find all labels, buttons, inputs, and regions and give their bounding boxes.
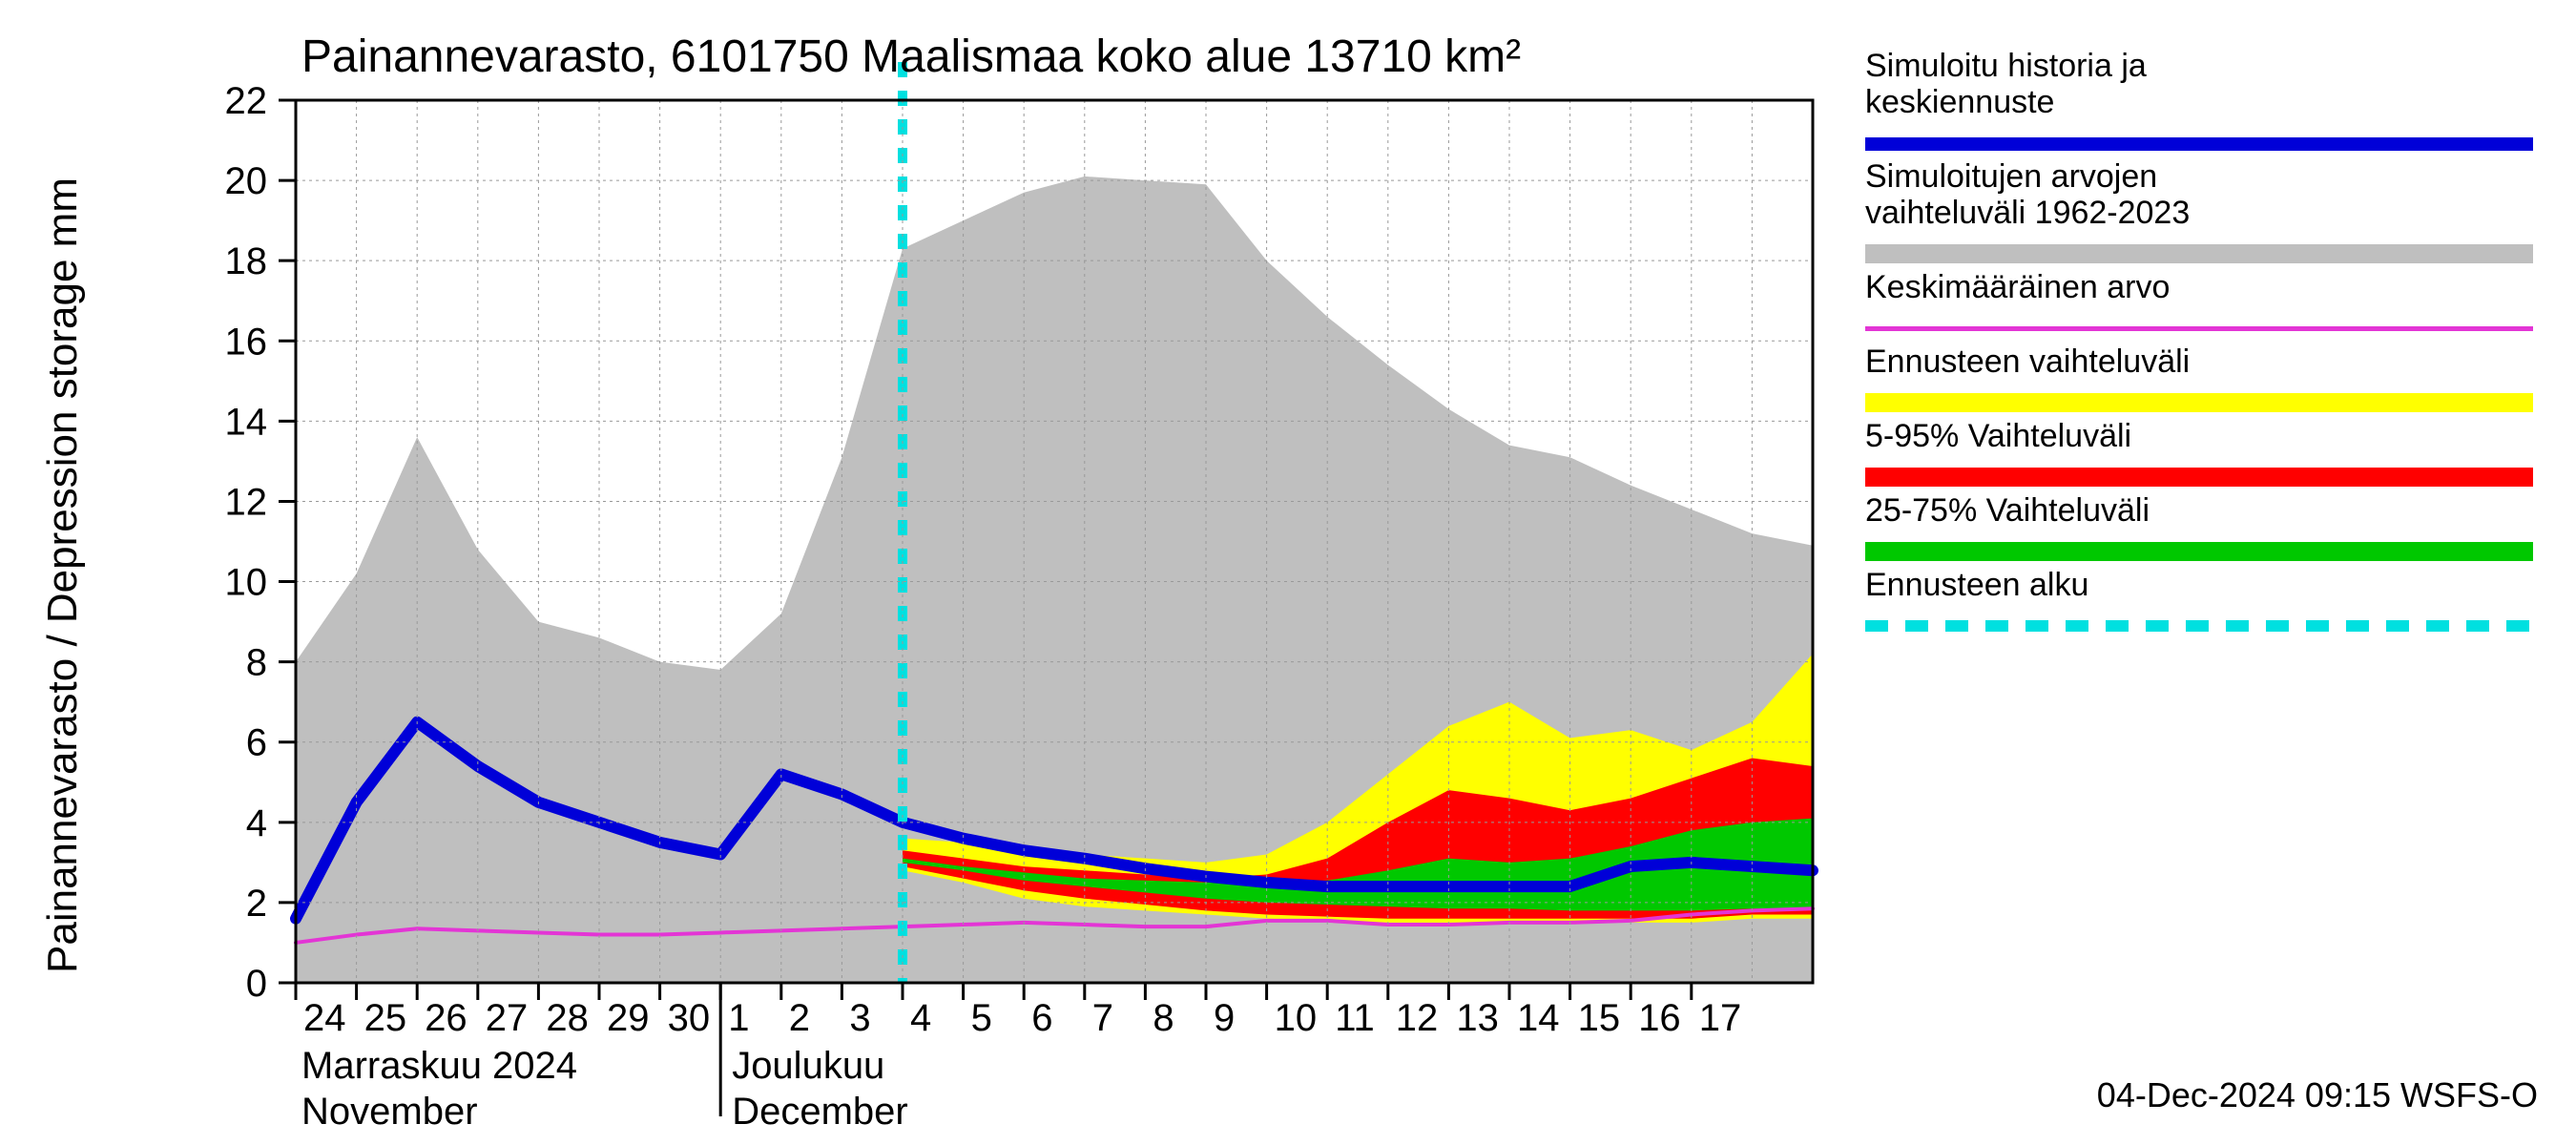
x-tick-label: 29 xyxy=(607,997,650,1039)
footer-timestamp: 04-Dec-2024 09:15 WSFS-O xyxy=(2097,1075,2538,1114)
chart-title: Painannevarasto, 6101750 Maalismaa koko … xyxy=(301,31,1521,82)
x-tick-label: 7 xyxy=(1092,997,1113,1039)
legend-label: 5-95% Vaihteluväli xyxy=(1865,418,2131,454)
legend-label: Simuloitu historia ja xyxy=(1865,48,2147,84)
legend-swatch xyxy=(1865,468,2533,487)
legend-label: Ennusteen vaihteluväli xyxy=(1865,344,2190,380)
legend-swatch xyxy=(1865,393,2533,412)
x-tick-label: 4 xyxy=(910,997,931,1039)
y-tick-label: 2 xyxy=(246,883,267,925)
y-tick-label: 12 xyxy=(225,481,268,523)
x-tick-label: 12 xyxy=(1396,997,1439,1039)
y-tick-label: 0 xyxy=(246,963,267,1005)
x-tick-label: 27 xyxy=(486,997,529,1039)
x-tick-label: 10 xyxy=(1275,997,1318,1039)
x-tick-label: 28 xyxy=(546,997,589,1039)
x-tick-label: 17 xyxy=(1699,997,1742,1039)
y-axis-label: Painannevarasto / Depression storage mm xyxy=(39,177,86,973)
y-tick-label: 22 xyxy=(225,80,268,122)
month-label-right-en: December xyxy=(732,1091,908,1133)
x-tick-label: 26 xyxy=(425,997,467,1039)
x-tick-label: 2 xyxy=(789,997,810,1039)
month-label-left-fi: Marraskuu 2024 xyxy=(301,1045,577,1087)
x-tick-label: 30 xyxy=(668,997,711,1039)
x-tick-label: 1 xyxy=(728,997,749,1039)
x-tick-label: 5 xyxy=(971,997,992,1039)
legend-label: keskiennuste xyxy=(1865,84,2054,120)
y-tick-label: 6 xyxy=(246,722,267,764)
y-tick-label: 18 xyxy=(225,240,268,282)
x-tick-label: 15 xyxy=(1578,997,1621,1039)
month-label-right-fi: Joulukuu xyxy=(732,1045,884,1087)
chart-root: 0246810121416182022242526272829301234567… xyxy=(0,0,2576,1145)
legend-label: Keskimääräinen arvo xyxy=(1865,269,2170,305)
legend-swatch xyxy=(1865,244,2533,263)
x-tick-label: 14 xyxy=(1517,997,1560,1039)
y-tick-label: 16 xyxy=(225,321,268,363)
x-tick-label: 9 xyxy=(1214,997,1235,1039)
y-tick-label: 20 xyxy=(225,160,268,202)
x-tick-label: 25 xyxy=(364,997,407,1039)
legend-label: Ennusteen alku xyxy=(1865,567,2088,603)
chart-svg: 0246810121416182022242526272829301234567… xyxy=(0,0,2576,1145)
legend-label: Simuloitujen arvojen xyxy=(1865,158,2157,195)
x-tick-label: 13 xyxy=(1456,997,1499,1039)
x-tick-label: 24 xyxy=(303,997,346,1039)
y-tick-label: 8 xyxy=(246,642,267,684)
y-tick-label: 14 xyxy=(225,401,268,443)
month-label-left-en: November xyxy=(301,1091,478,1133)
y-tick-label: 10 xyxy=(225,562,268,604)
legend-label: vaihteluväli 1962-2023 xyxy=(1865,195,2190,231)
legend-swatch xyxy=(1865,137,2533,151)
x-tick-label: 16 xyxy=(1638,997,1681,1039)
legend-label: 25-75% Vaihteluväli xyxy=(1865,492,2150,529)
legend-swatch xyxy=(1865,542,2533,561)
legend-swatch xyxy=(1865,326,2533,331)
y-tick-label: 4 xyxy=(246,802,267,844)
x-tick-label: 11 xyxy=(1335,997,1375,1039)
x-tick-label: 8 xyxy=(1153,997,1174,1039)
x-tick-label: 3 xyxy=(849,997,870,1039)
x-tick-label: 6 xyxy=(1031,997,1052,1039)
